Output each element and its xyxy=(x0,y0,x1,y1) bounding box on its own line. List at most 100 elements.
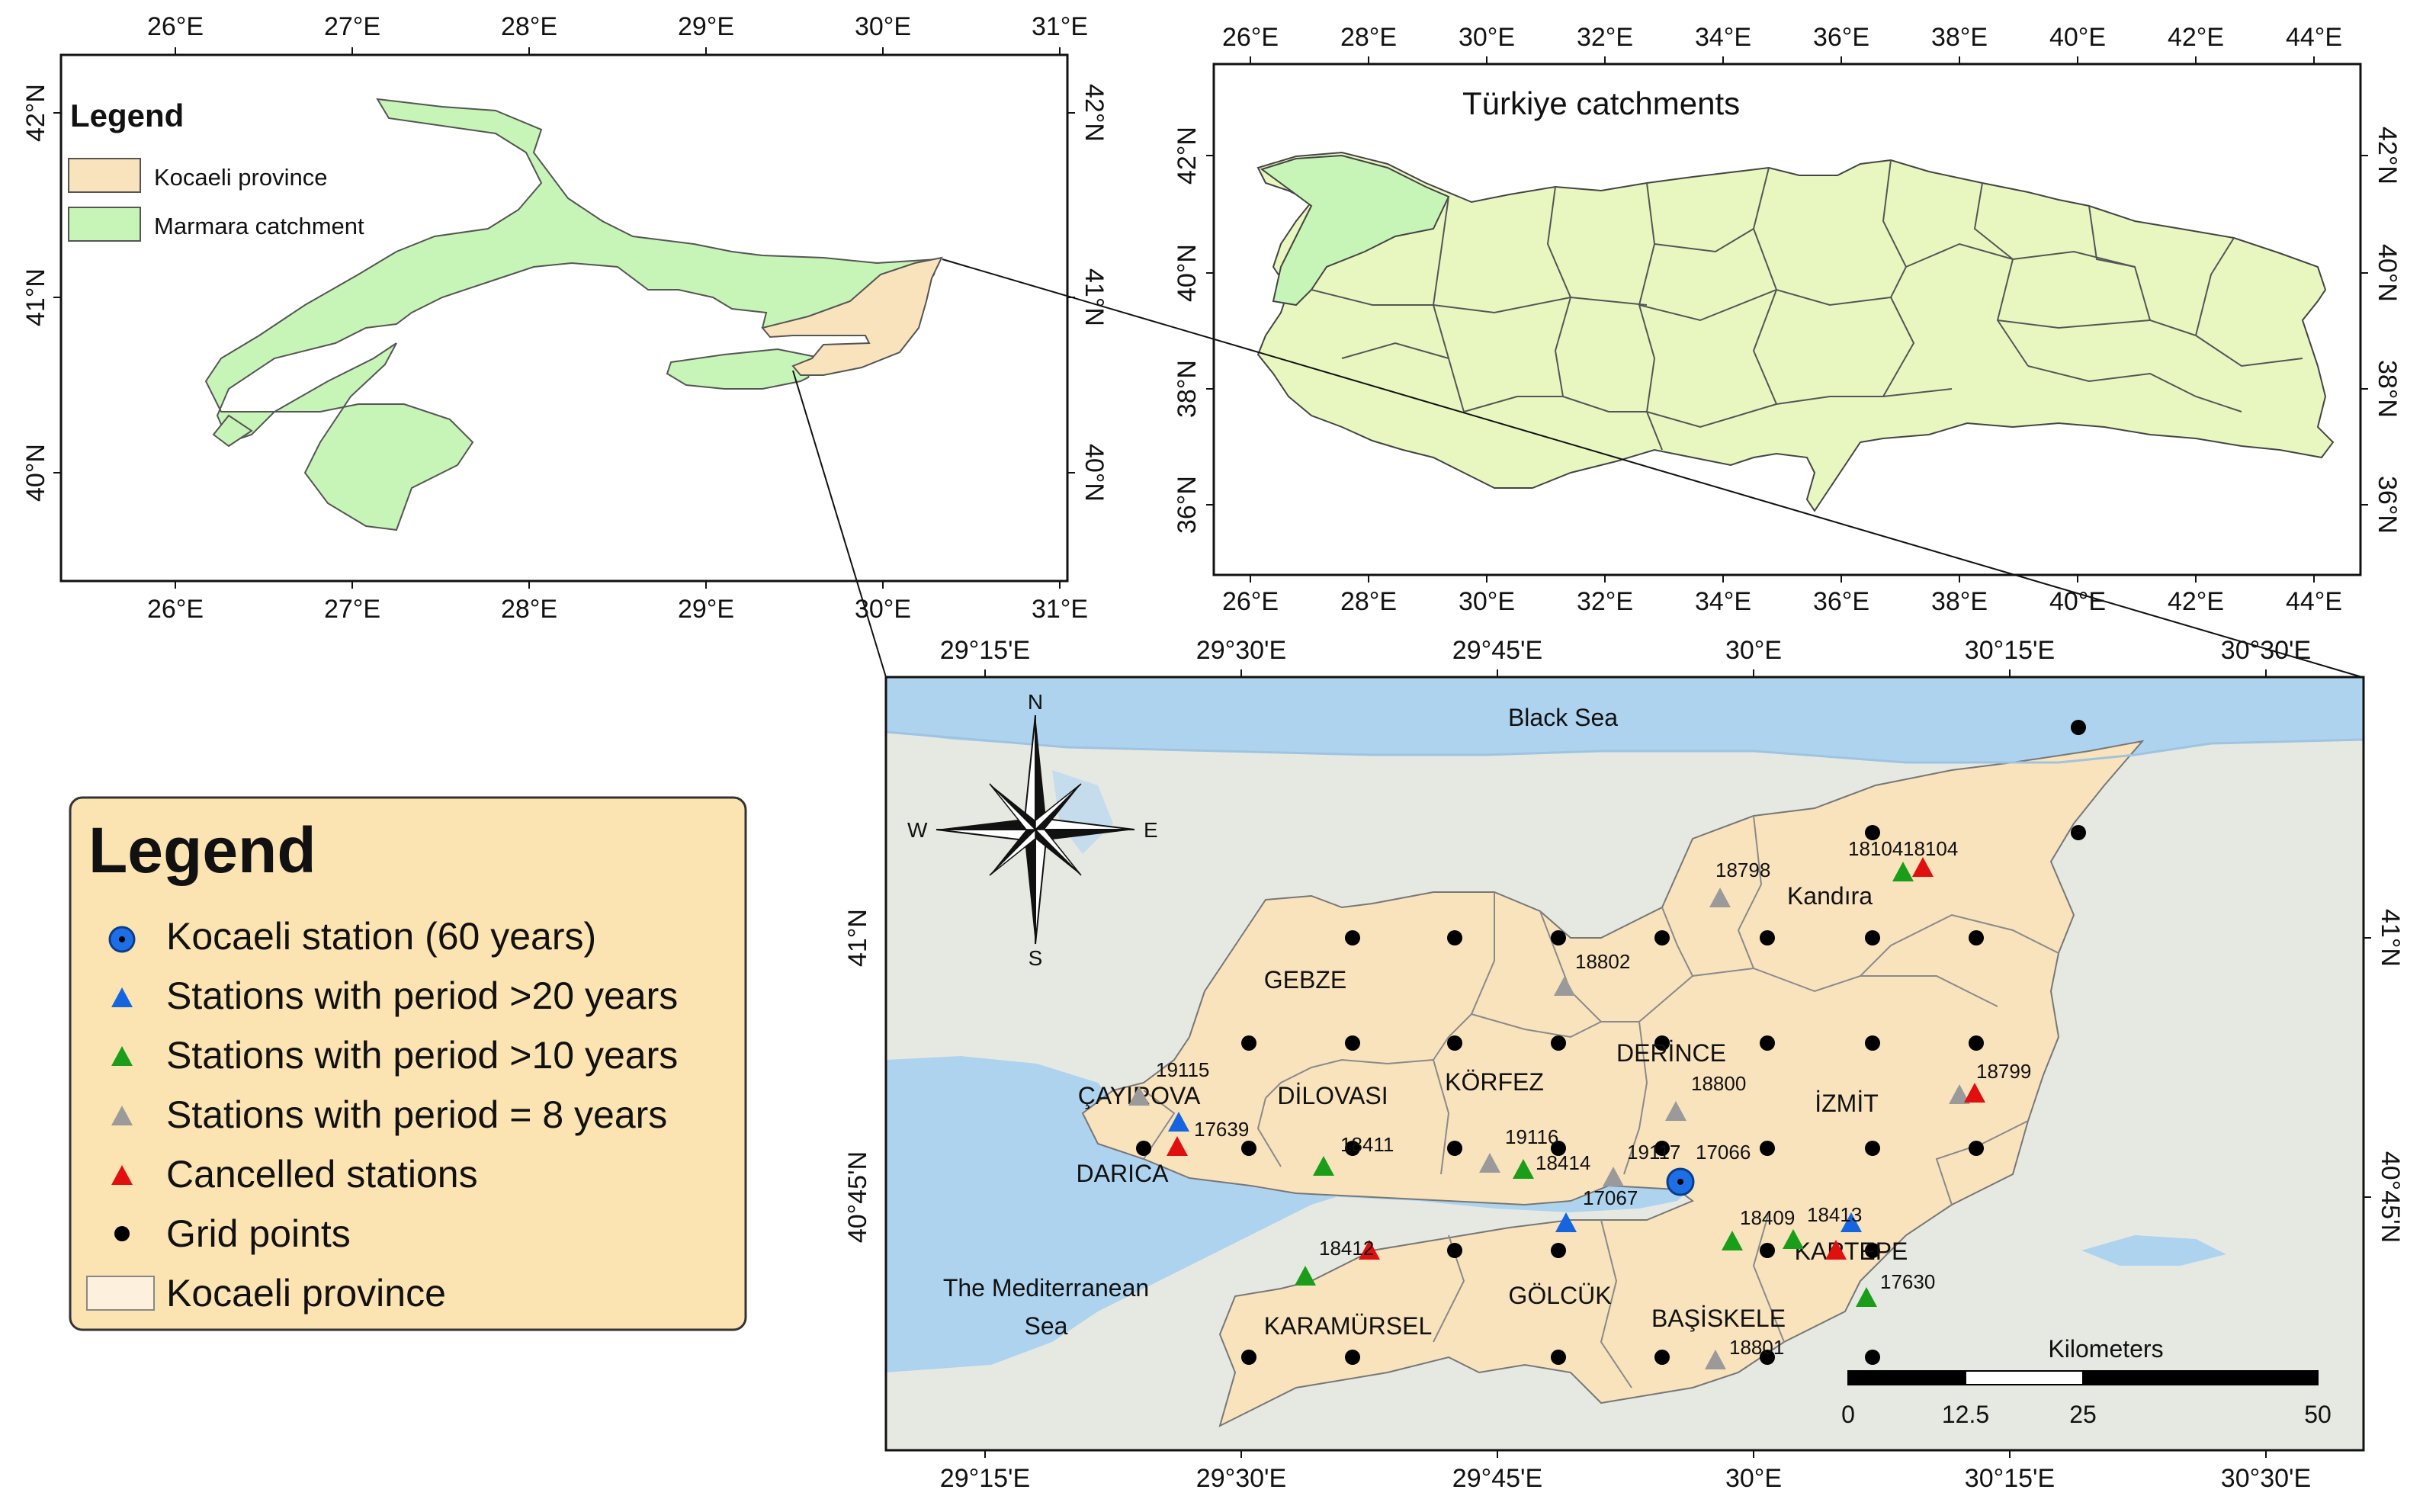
kocaeli-detail-map: 29°15'E 29°30'E 29°45'E 30°E 30°15'E 30°… xyxy=(843,636,2405,1493)
grid-point xyxy=(1551,1035,1566,1051)
legend-item-label: Stations with period >10 years xyxy=(166,1034,678,1077)
lon-label: 40°E xyxy=(2049,587,2106,616)
lon-label: 34°E xyxy=(1695,23,1751,52)
marmara-sea xyxy=(886,1056,1685,1372)
marmara-lon-labels-top: 26°E 27°E 28°E 29°E 30°E 31°E xyxy=(147,12,1088,41)
grid-point xyxy=(1551,1350,1566,1365)
main-legend: Legend Kocaeli station (60 years) Statio… xyxy=(69,796,747,1331)
legend-item-label: Kocaeli station (60 years) xyxy=(166,915,596,958)
lat-label: 41°N xyxy=(21,268,50,326)
scale-segment xyxy=(2082,1370,2319,1385)
lat-label: 40°N xyxy=(1173,244,1202,302)
grid-point xyxy=(1654,1035,1670,1051)
scale-segment xyxy=(1965,1370,2084,1385)
red-triangle-icon xyxy=(111,1165,133,1185)
kocaeli-station-icon xyxy=(1666,1167,1695,1196)
grid-point xyxy=(1865,825,1880,840)
station-cancelled-triangle xyxy=(1912,857,1934,877)
legend-item-label: Cancelled stations xyxy=(166,1153,478,1196)
lon-label: 29°45'E xyxy=(1452,1464,1542,1493)
district-label: DARICA xyxy=(1077,1160,1170,1187)
station-id: 18413 xyxy=(1807,1203,1862,1226)
grid-point xyxy=(1654,930,1670,945)
lat-label: 36°N xyxy=(1173,476,1202,534)
district-label: DİLOVASI xyxy=(1277,1082,1388,1109)
marmara-map: 26°E 27°E 28°E 29°E 30°E 31°E 26°E 27°E … xyxy=(21,12,1109,624)
lon-label: 30°E xyxy=(855,12,911,41)
grid-point xyxy=(1447,1141,1462,1156)
station-id: 18104 xyxy=(1903,837,1958,860)
grid-point xyxy=(1241,1035,1256,1051)
district-label: KÖRFEZ xyxy=(1445,1068,1544,1096)
marmara-lon-labels-bottom: 26°E 27°E 28°E 29°E 30°E 31°E xyxy=(147,595,1088,624)
lat-label: 41°N xyxy=(1080,268,1109,326)
station-8yr-triangle xyxy=(1128,1086,1150,1106)
station-id: 17067 xyxy=(1583,1186,1638,1209)
turkiye-lat-labels-right: 42°N 40°N 38°N 36°N xyxy=(2373,127,2402,534)
station-id: 19116 xyxy=(1505,1125,1558,1148)
grid-point xyxy=(1241,1141,1256,1156)
lon-label: 28°E xyxy=(1340,23,1397,52)
grid-point xyxy=(1654,1350,1670,1365)
district-label: KARAMÜRSEL xyxy=(1264,1312,1433,1340)
station-cancelled-triangle xyxy=(1359,1240,1380,1260)
blue-triangle-icon xyxy=(111,987,133,1007)
lon-label: 30°15'E xyxy=(1965,1464,2055,1493)
lat-label: 40°N xyxy=(1080,444,1109,502)
lon-label: 34°E xyxy=(1695,587,1751,616)
lon-label: 40°E xyxy=(2049,23,2106,52)
legend-item-label: Kocaeli province xyxy=(166,1272,446,1315)
station-gt10-triangle xyxy=(1313,1156,1334,1176)
lon-label: 42°E xyxy=(2168,587,2224,616)
scale-label: 0 xyxy=(1841,1401,1855,1428)
lon-label: 26°E xyxy=(147,12,204,41)
kocaeli-swatch-icon xyxy=(68,158,141,193)
station-id: 18412 xyxy=(1319,1237,1374,1260)
turkiye-lon-labels-top: 26°E 28°E 30°E 32°E 34°E 36°E 38°E 40°E … xyxy=(1222,23,2342,52)
lon-label: 28°E xyxy=(501,595,557,624)
station-id-labels: 18798 18104 18104 18802 18800 18799 1911… xyxy=(1156,837,2031,1359)
green-triangle-icon xyxy=(111,1046,133,1066)
station-id: 17630 xyxy=(1880,1270,1935,1293)
marmara-legend-title: Legend xyxy=(70,98,184,133)
lon-label: 26°E xyxy=(147,595,204,624)
compass-n: N xyxy=(1028,690,1043,714)
district-label: DERİNCE xyxy=(1616,1039,1726,1067)
station-id: 18799 xyxy=(1976,1060,2031,1083)
grid-point xyxy=(1865,1035,1880,1051)
legend-item-label: Marmara catchment xyxy=(154,213,364,239)
lon-label: 29°30'E xyxy=(1196,1464,1286,1493)
grid-point xyxy=(1969,1035,1984,1051)
station-cancelled-triangle xyxy=(1964,1083,1985,1103)
lon-label: 30°E xyxy=(855,595,911,624)
station-8yr-triangle xyxy=(1603,1167,1624,1186)
sea-label-line1: The Mediterranean xyxy=(943,1274,1149,1302)
scale-label: 12.5 xyxy=(1942,1401,1989,1428)
lon-label: 27°E xyxy=(324,595,380,624)
lon-label: 28°E xyxy=(501,12,557,41)
kocaeli-lon-labels-top: 29°15'E 29°30'E 29°45'E 30°E 30°15'E 30°… xyxy=(940,636,2311,665)
turkiye-marmara-region xyxy=(1260,154,1450,307)
grid-point xyxy=(1447,930,1462,945)
lat-label: 42°N xyxy=(21,84,50,142)
black-dot-icon xyxy=(114,1226,130,1241)
grid-point xyxy=(1760,930,1775,945)
grid-point xyxy=(1865,1243,1880,1258)
turkiye-lon-labels-bottom: 26°E 28°E 30°E 32°E 34°E 36°E 38°E 40°E … xyxy=(1222,587,2342,616)
station-gt20-triangle xyxy=(1555,1212,1577,1232)
station-8yr-triangle xyxy=(1949,1084,1970,1104)
lat-label: 36°N xyxy=(2373,476,2402,534)
station-gt20-triangle xyxy=(1841,1212,1862,1232)
lon-label: 44°E xyxy=(2286,587,2342,616)
kocaeli-map-ticks xyxy=(984,669,2371,1458)
legend-item-label: Stations with period >20 years xyxy=(166,974,678,1017)
grid-point xyxy=(1865,930,1880,945)
grid-point xyxy=(1345,1035,1360,1051)
district-label: GÖLCÜK xyxy=(1508,1282,1611,1309)
grid-point xyxy=(1865,1350,1880,1365)
grid-point xyxy=(1551,1141,1566,1156)
turkiye-catchment-borders xyxy=(1311,159,2303,451)
lat-label: 40°45'N xyxy=(843,1151,872,1243)
grid-points xyxy=(1136,720,2086,1365)
lon-label: 31°E xyxy=(1032,12,1088,41)
